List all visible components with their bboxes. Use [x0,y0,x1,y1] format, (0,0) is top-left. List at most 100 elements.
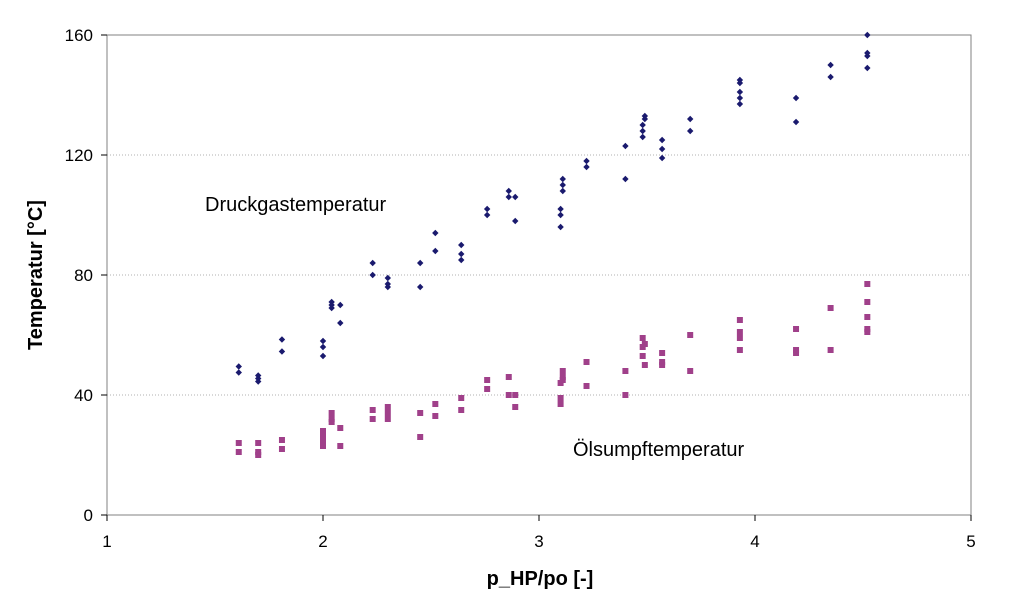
data-point-square [622,392,629,398]
data-point-diamond [319,337,327,345]
data-point-diamond [505,193,512,201]
data-point-diamond [736,94,744,102]
data-point-diamond [319,343,327,351]
data-point-square [793,326,800,332]
y-axis-title: Temperatur [°C] [25,200,47,350]
data-point-square [384,416,391,422]
data-point-square [557,401,564,407]
data-point-diamond [641,115,649,123]
data-point-square [659,350,666,356]
data-point-square [622,368,629,374]
data-point-diamond [559,187,566,195]
data-point-diamond [736,88,744,96]
data-point-diamond [658,154,666,162]
data-point-square [320,437,326,443]
data-point-diamond [458,241,465,249]
data-point-diamond [278,348,286,355]
data-point-diamond [559,175,566,183]
data-point-square [793,350,800,356]
data-point-diamond [827,73,834,81]
y-tick-label: 120 [65,146,93,165]
data-point-diamond [792,94,800,102]
data-point-diamond [369,259,376,267]
data-point-square [687,332,694,338]
data-point-square [639,353,646,359]
data-point-square [484,386,491,392]
data-point-diamond [559,181,566,189]
data-point-diamond [557,211,564,219]
data-point-diamond [583,157,590,165]
data-point-square [417,434,424,440]
x-tick-label: 5 [966,532,975,551]
data-point-diamond [458,250,465,258]
data-point-square [369,407,376,413]
data-point-square [864,299,871,305]
data-point-square [320,428,326,434]
data-point-square [384,410,391,416]
data-point-square [384,404,391,410]
data-point-square [505,392,512,398]
data-point-square [736,335,743,341]
data-point-square [337,443,344,449]
data-point-square [417,410,424,416]
data-point-diamond [736,79,744,87]
data-point-square [687,368,694,374]
data-point-square [864,281,871,287]
data-point-diamond [639,121,646,129]
data-point-diamond [235,363,242,370]
data-point-square [559,377,566,383]
data-point-square [255,440,262,446]
data-point-square [736,317,743,323]
data-point-diamond [864,31,871,39]
data-point-square [484,377,491,383]
data-point-diamond [235,369,242,376]
x-tick-label: 3 [534,532,543,551]
data-point-diamond [417,259,424,267]
data-point-square [235,449,242,455]
x-axis-title: p_HP/po [-] [487,568,594,590]
data-point-diamond [337,301,344,309]
data-point-square [505,374,512,380]
data-point-diamond [483,205,491,213]
data-point-square [736,329,743,335]
data-point-diamond [432,229,439,237]
data-point-square [432,401,439,407]
data-point-square [328,410,335,416]
x-tick-label: 4 [750,532,759,551]
data-point-diamond [328,304,335,312]
data-point-diamond [432,247,439,255]
data-point-square [458,395,465,401]
data-point-diamond [369,271,376,279]
x-tick-label: 1 [102,532,111,551]
data-point-diamond [278,336,286,343]
data-point-square [235,440,242,446]
data-point-diamond [658,136,666,144]
y-tick-label: 80 [74,266,93,285]
data-point-diamond [639,133,646,141]
data-point-square [736,347,743,353]
data-point-diamond [512,217,519,225]
data-point-diamond [583,163,590,171]
x-tick-label: 2 [318,532,327,551]
data-point-diamond [255,378,262,385]
annotation-druckgastemperatur: Druckgastemperatur [205,194,387,216]
data-point-square [641,341,648,347]
data-point-diamond [622,142,629,150]
data-point-diamond [687,127,694,135]
data-point-square [337,425,344,431]
data-point-diamond [417,283,424,291]
data-point-square [458,407,465,413]
data-point-square [278,437,285,443]
data-point-square [255,452,262,458]
data-point-diamond [658,145,666,153]
data-point-square [639,335,646,341]
data-point-square [328,419,335,425]
data-point-diamond [384,283,391,291]
data-point-square [864,329,871,335]
data-point-diamond [337,319,344,327]
data-points [235,31,871,458]
data-point-square [557,395,564,401]
grid-lines [107,154,971,396]
data-point-square [320,443,326,449]
data-point-diamond [736,100,744,108]
